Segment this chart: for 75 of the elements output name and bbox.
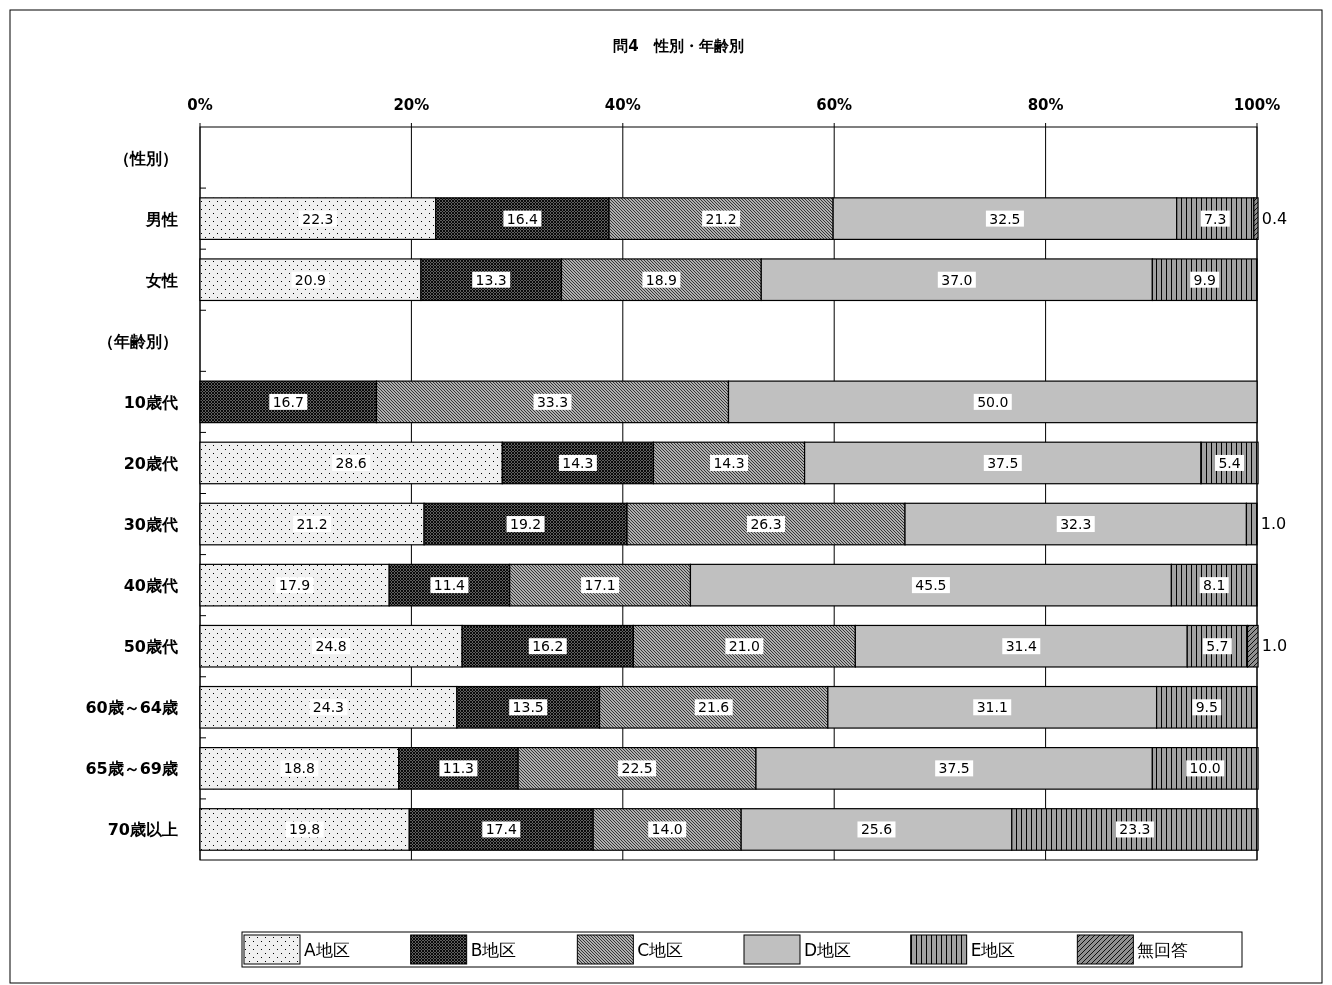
data-label: 22.5 <box>621 760 653 777</box>
y-tick-label: 10歳代 <box>123 392 178 412</box>
y-tick-label: 70歳以上 <box>107 820 178 840</box>
data-label: 20.9 <box>294 271 327 288</box>
data-label: 26.3 <box>750 516 782 533</box>
data-label: 21.2 <box>705 210 737 227</box>
data-label: 13.3 <box>475 271 507 288</box>
y-tick-label: 40歳代 <box>123 576 178 596</box>
data-label: 16.7 <box>272 393 304 410</box>
data-label: 14.3 <box>713 454 745 471</box>
data-label: 7.3 <box>1204 210 1227 227</box>
data-label: 16.4 <box>506 210 539 227</box>
legend-label: C地区 <box>637 940 684 960</box>
x-tick-label: 20% <box>393 96 430 114</box>
data-label: 19.8 <box>289 821 321 838</box>
legend-label: E地区 <box>970 940 1016 960</box>
data-label: 18.8 <box>283 760 315 777</box>
y-tick-label: 20歳代 <box>123 453 178 473</box>
data-label: 31.4 <box>1005 638 1037 655</box>
data-label: 22.3 <box>302 210 334 227</box>
data-label: 11.3 <box>442 760 475 777</box>
data-label: 0.4 <box>1261 208 1288 228</box>
data-label: 18.9 <box>645 271 677 288</box>
data-label: 8.1 <box>1203 577 1226 594</box>
data-label: 17.1 <box>584 577 616 594</box>
data-label: 1.0 <box>1261 636 1288 656</box>
data-label: 13.5 <box>512 699 544 716</box>
data-label: 23.3 <box>1119 821 1151 838</box>
y-tick-label: （性別） <box>114 148 178 168</box>
data-label: 9.9 <box>1193 271 1216 288</box>
data-label: 11.4 <box>433 577 466 594</box>
data-label: 1.0 <box>1260 514 1287 534</box>
data-label: 21.2 <box>296 516 328 533</box>
data-label: 5.7 <box>1206 638 1229 655</box>
data-label: 14.3 <box>562 454 594 471</box>
data-label: 32.5 <box>989 210 1021 227</box>
x-tick-label: 100% <box>1233 96 1281 114</box>
y-tick-label: 30歳代 <box>123 515 178 535</box>
data-label: 21.6 <box>698 699 730 716</box>
data-label: 19.2 <box>509 516 542 533</box>
data-label: 21.0 <box>728 638 760 655</box>
data-label: 45.5 <box>915 577 947 594</box>
x-tick-label: 60% <box>816 96 853 114</box>
y-tick-label: 60歳～64歳 <box>85 698 178 718</box>
data-label: 37.5 <box>938 760 970 777</box>
data-label: 14.0 <box>651 821 683 838</box>
data-label: 28.6 <box>335 454 367 471</box>
data-label: 9.5 <box>1195 699 1218 716</box>
legend-label: D地区 <box>804 940 852 960</box>
data-label: 17.4 <box>485 821 517 838</box>
y-tick-label: 男性 <box>145 209 178 229</box>
x-tick-label: 80% <box>1027 96 1064 114</box>
data-label: 37.5 <box>987 454 1019 471</box>
data-label: 31.1 <box>976 699 1008 716</box>
data-label: 16.2 <box>532 638 564 655</box>
data-label: 50.0 <box>977 393 1009 410</box>
legend-label: 無回答 <box>1137 940 1189 960</box>
x-tick-label: 40% <box>604 96 641 114</box>
y-tick-label: 65歳～69歳 <box>85 759 178 779</box>
legend-label: B地区 <box>470 940 517 960</box>
data-label: 17.9 <box>279 577 311 594</box>
legend-label: A地区 <box>304 940 350 960</box>
data-label: 24.3 <box>312 699 345 716</box>
data-label: 24.8 <box>315 638 347 655</box>
y-tick-label: 50歳代 <box>123 637 178 657</box>
y-tick-label: （年齢別） <box>98 331 178 351</box>
x-tick-label: 0% <box>187 96 213 114</box>
data-label: 25.6 <box>860 821 893 838</box>
data-label: 5.4 <box>1218 454 1241 471</box>
chart-title: 問4 性別・年齢別 <box>613 37 744 55</box>
data-label: 33.3 <box>536 393 569 410</box>
data-label: 32.3 <box>1060 516 1092 533</box>
data-label: 10.0 <box>1189 760 1221 777</box>
y-tick-label: 女性 <box>145 270 178 290</box>
data-label: 37.0 <box>941 271 973 288</box>
